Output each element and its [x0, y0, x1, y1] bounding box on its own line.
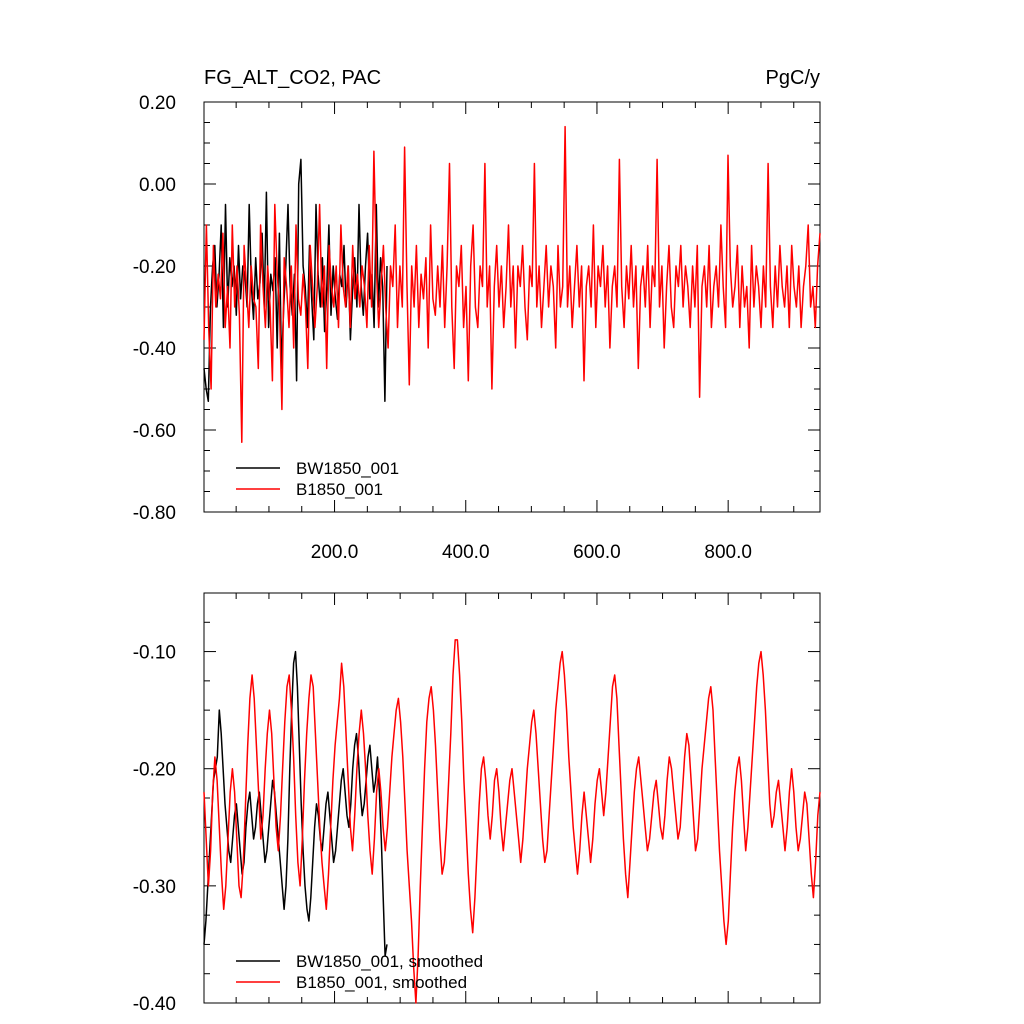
bottom-panel: -0.40 -0.30 -0.20 -0.10 BW1850_001, smoothed… — [133, 592, 821, 1015]
x-tick-label: 200.0 — [311, 542, 359, 563]
y-tick-label: -0.30 — [133, 877, 176, 898]
y-tick-label: 0.00 — [139, 175, 176, 196]
y-tick-label: -0.10 — [133, 643, 176, 664]
y-tick-label: -0.40 — [133, 994, 176, 1015]
units-label: PgC/y — [766, 67, 820, 89]
y-tick-label: -0.40 — [133, 339, 176, 360]
legend-label: B1850_001, smoothed — [296, 973, 467, 992]
legend-label: BW1850_001 — [296, 459, 399, 478]
x-tick-label: 600.0 — [573, 542, 621, 563]
y-tick-label: -0.60 — [133, 421, 176, 442]
y-tick-label: -0.20 — [133, 257, 176, 278]
top-panel: -0.80 -0.60 -0.40 -0.20 0.00 0.20 200.0 400.0 60… — [133, 93, 821, 563]
y-tick-label: -0.20 — [133, 760, 176, 781]
y-tick-label: -0.80 — [133, 503, 176, 524]
x-tick-label: 800.0 — [704, 542, 752, 563]
series-line — [203, 125, 821, 444]
legend-label: B1850_001 — [296, 480, 383, 499]
legend-label: BW1850_001, smoothed — [296, 952, 483, 971]
series-line — [203, 650, 388, 957]
series-line — [203, 639, 821, 1004]
x-tick-label: 400.0 — [442, 542, 490, 563]
chart-title: FG_ALT_CO2, PAC — [204, 67, 381, 89]
y-tick-label: 0.20 — [139, 93, 176, 114]
